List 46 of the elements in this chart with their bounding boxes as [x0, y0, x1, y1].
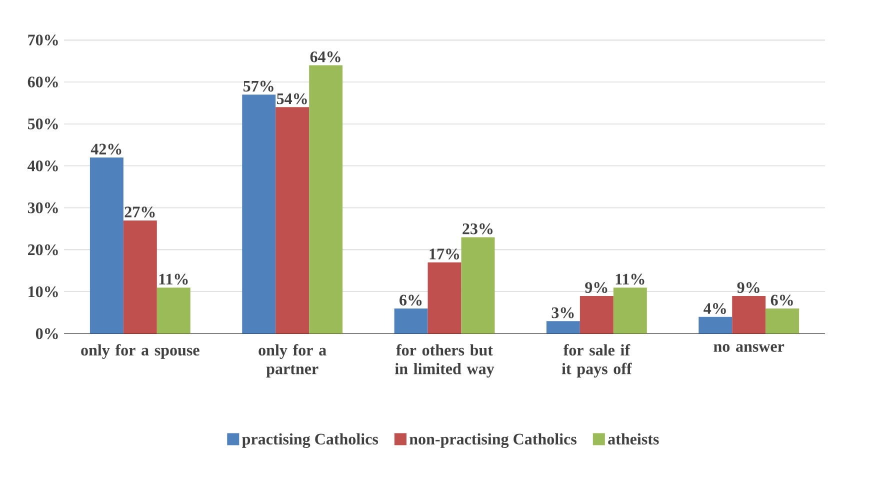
data-label: 57%	[243, 81, 274, 92]
data-label: 9%	[737, 282, 760, 294]
x-tick-label: only for a spouse	[81, 344, 200, 360]
data-label: 9%	[585, 282, 608, 294]
data-label: 17%	[430, 248, 460, 260]
bar	[580, 296, 614, 334]
bar	[698, 317, 732, 334]
data-label: 23%	[462, 224, 492, 235]
x-tick-label: only for a partner	[258, 344, 326, 378]
data-label: 54%	[276, 94, 307, 104]
bar	[123, 220, 157, 334]
bar	[766, 308, 800, 334]
bar	[732, 296, 766, 334]
y-tick-label: 60%	[28, 76, 58, 88]
x-tick-label: for sale if it pays off	[562, 344, 632, 378]
bar	[276, 107, 310, 334]
data-label: 4%	[704, 303, 726, 314]
bar	[613, 288, 647, 334]
y-tick-label: 10%	[28, 286, 58, 298]
data-label: 3%	[552, 308, 574, 318]
bar	[242, 94, 276, 334]
data-label: 11%	[616, 274, 644, 285]
legend-label: practising Catholics	[242, 434, 378, 448]
legend-label: non-practising Catholics	[410, 434, 576, 448]
data-label: 6%	[770, 294, 793, 306]
y-tick-label: 30%	[28, 202, 58, 214]
x-tick-label: for others but in limited way	[395, 344, 494, 378]
bar	[461, 237, 495, 334]
data-label: 27%	[124, 206, 155, 218]
legend-label: atheists	[608, 434, 659, 445]
bar	[394, 308, 428, 334]
y-tick-label: 50%	[28, 118, 58, 130]
data-label: 6%	[400, 294, 422, 306]
data-label: 64%	[310, 52, 340, 62]
bar	[309, 65, 343, 334]
y-tick-label: 70%	[28, 34, 58, 46]
y-tick-label: 0%	[36, 328, 58, 340]
bar	[546, 321, 580, 334]
data-label: 11%	[159, 274, 188, 285]
bar	[428, 262, 462, 334]
y-tick-label: 20%	[28, 244, 58, 256]
bar	[90, 158, 124, 334]
data-label: 42%	[90, 144, 122, 155]
bar	[156, 288, 190, 334]
x-tick-label: no answer	[714, 344, 784, 352]
y-tick-label: 40%	[28, 160, 58, 172]
